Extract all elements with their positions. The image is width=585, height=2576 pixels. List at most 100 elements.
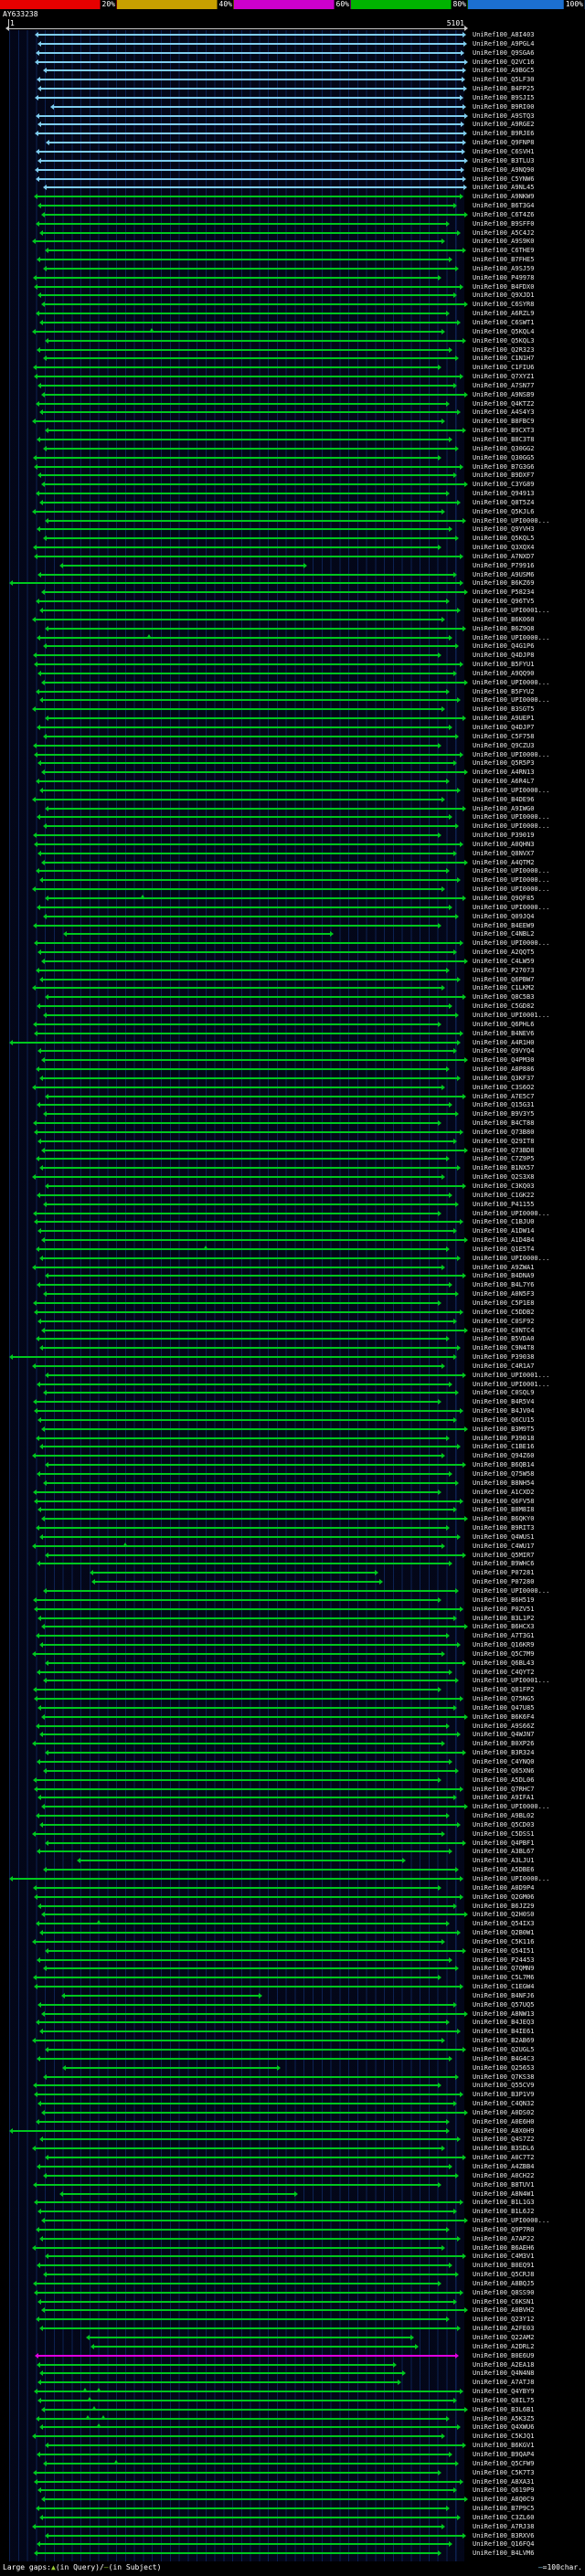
hit-bar[interactable] (41, 211, 468, 217)
hit-bar[interactable] (39, 2514, 462, 2520)
hit-label[interactable]: UniRef100_B7G3G6 (473, 462, 535, 471)
hit-bar[interactable] (39, 1075, 462, 1081)
hit-bar[interactable] (44, 517, 466, 524)
hit-bar[interactable] (33, 1776, 441, 1783)
hit-bar[interactable] (36, 2316, 451, 2323)
hit-bar[interactable] (37, 2361, 397, 2368)
hit-bar[interactable] (37, 2487, 458, 2494)
hit-label[interactable]: UniRef100_UPI0001... (473, 1371, 550, 1379)
hit-label[interactable]: UniRef100_B4NEV6 (473, 1029, 535, 1037)
hit-bar[interactable] (39, 697, 462, 704)
hit-label[interactable]: UniRef100_B6KZ69 (473, 579, 535, 588)
hit-label[interactable]: UniRef100_Q9XJD1 (473, 292, 535, 300)
hit-label[interactable]: UniRef100_A4S4Y3 (473, 408, 535, 417)
hit-label[interactable]: UniRef100_C3YG89 (473, 481, 535, 489)
hit-bar[interactable] (37, 1228, 458, 1235)
hit-bar[interactable] (39, 2326, 462, 2332)
hit-label[interactable]: UniRef100_B4JEQ3 (473, 2019, 535, 2027)
hit-label[interactable]: UniRef100_A9USM6 (473, 570, 535, 578)
hit-label[interactable]: UniRef100_A9NKW9 (473, 193, 535, 201)
hit-label[interactable]: UniRef100_Q4N4N8 (473, 2369, 535, 2378)
hit-bar[interactable] (34, 463, 463, 470)
hit-label[interactable]: UniRef100_B4DE96 (473, 795, 535, 803)
hit-label[interactable]: UniRef100_C1LKM2 (473, 984, 535, 992)
hit-label[interactable]: UniRef100_Q55CV9 (473, 2082, 535, 2090)
hit-bar[interactable] (35, 166, 464, 173)
hit-bar[interactable] (37, 1615, 458, 1621)
hit-label[interactable]: UniRef100_Q22AM2 (473, 2334, 535, 2341)
hit-bar[interactable] (32, 2038, 446, 2044)
hit-label[interactable]: UniRef100_B3RXV6 (473, 2531, 535, 2539)
hit-bar[interactable] (42, 643, 460, 650)
hit-label[interactable]: UniRef100_C5K116 (473, 1937, 535, 1945)
hit-bar[interactable] (36, 112, 468, 119)
hit-bar[interactable] (37, 1759, 453, 1765)
hit-label[interactable]: UniRef100_Q8NVX7 (473, 849, 535, 857)
hit-label[interactable]: UniRef100_A7T3G1 (473, 1632, 535, 1640)
hit-label[interactable]: UniRef100_A8N4W1 (473, 2189, 535, 2198)
hit-bar[interactable] (34, 283, 463, 290)
hit-bar[interactable] (33, 274, 441, 281)
hit-bar[interactable] (34, 1408, 463, 1415)
hit-label[interactable]: UniRef100_Q5CD03 (473, 1820, 535, 1829)
hit-label[interactable]: UniRef100_A5C4J2 (473, 228, 535, 237)
hit-label[interactable]: UniRef100_Q4S7Z2 (473, 2136, 535, 2144)
hit-label[interactable]: UniRef100_B3L6B1 (473, 2405, 535, 2413)
hit-bar[interactable] (39, 499, 462, 505)
hit-label[interactable]: UniRef100_A3LJU1 (473, 1857, 535, 1865)
hit-bar[interactable] (36, 2415, 451, 2422)
hit-bar[interactable] (42, 355, 460, 362)
hit-label[interactable]: UniRef100_A4R1H0 (473, 1038, 535, 1046)
hit-bar[interactable] (34, 1606, 463, 1612)
hit-bar[interactable] (33, 1399, 441, 1405)
hit-bar[interactable] (37, 1102, 453, 1108)
hit-label[interactable]: UniRef100_C7Z9P5 (473, 1155, 535, 1163)
hit-label[interactable]: UniRef100_Q94Z60 (473, 1452, 535, 1460)
hit-label[interactable]: UniRef100_B3M9T5 (473, 1425, 535, 1433)
hit-bar[interactable] (89, 1570, 378, 1576)
hit-label[interactable]: UniRef100_B6T3G4 (473, 202, 535, 210)
hit-label[interactable]: UniRef100_A7RJ38 (473, 2522, 535, 2530)
hit-label[interactable]: UniRef100_Q2UGL5 (473, 2046, 535, 2053)
hit-label[interactable]: UniRef100_C6KSN1 (473, 2297, 535, 2306)
hit-label[interactable]: UniRef100_B6H519 (473, 1595, 535, 1604)
hit-bar[interactable] (85, 2335, 415, 2340)
hit-bar[interactable] (39, 2136, 462, 2143)
hit-label[interactable]: UniRef100_P07280 (473, 1578, 535, 1586)
hit-label[interactable]: UniRef100_A9IFA1 (473, 1794, 535, 1802)
hit-bar[interactable] (37, 472, 458, 479)
hit-label[interactable]: UniRef100_Q5C7M9 (473, 1649, 535, 1658)
hit-bar[interactable] (62, 2064, 282, 2071)
hit-label[interactable]: UniRef100_UPI0000... (473, 1254, 550, 1262)
hit-label[interactable]: UniRef100_P49978 (473, 273, 535, 281)
hit-label[interactable]: UniRef100_A8XA31 (473, 2477, 535, 2486)
hit-label[interactable]: UniRef100_B3SDL6 (473, 2145, 535, 2153)
hit-label[interactable]: UniRef100_A0BVH2 (473, 2306, 535, 2315)
hit-bar[interactable] (44, 994, 466, 1001)
hit-label[interactable]: UniRef100_A4QTM2 (473, 858, 535, 866)
hit-bar[interactable] (8, 580, 464, 587)
hit-label[interactable]: UniRef100_A0D9P4 (473, 1883, 535, 1892)
hit-bar[interactable] (42, 1867, 460, 1873)
hit-bar[interactable] (32, 2146, 446, 2152)
hit-bar[interactable] (37, 634, 453, 641)
hit-bar[interactable] (37, 1048, 458, 1055)
hit-bar[interactable] (41, 1624, 468, 1630)
hit-bar[interactable] (39, 229, 462, 236)
hit-label[interactable]: UniRef100_UPI0000... (473, 885, 550, 894)
hit-label[interactable]: UniRef100_Q7QMN9 (473, 1965, 535, 1973)
hit-label[interactable]: UniRef100_A7ATJ8 (473, 2379, 535, 2387)
hit-bar[interactable] (43, 185, 467, 191)
hit-label[interactable]: UniRef100_B1NX57 (473, 1164, 535, 1172)
hit-bar[interactable] (35, 2352, 460, 2359)
hit-bar[interactable] (36, 967, 451, 973)
hit-bar[interactable] (39, 2235, 462, 2242)
hit-bar[interactable] (35, 94, 463, 101)
hit-label[interactable]: UniRef100_C9N4T8 (473, 1344, 535, 1352)
hit-label[interactable]: UniRef100_Q65XN6 (473, 1766, 535, 1775)
hit-bar[interactable] (33, 1975, 441, 1981)
hit-bar[interactable] (44, 2532, 466, 2539)
hit-bar[interactable] (39, 1642, 462, 1648)
hit-label[interactable]: UniRef100_A9SJ59 (473, 264, 535, 272)
hit-bar[interactable] (32, 328, 446, 334)
